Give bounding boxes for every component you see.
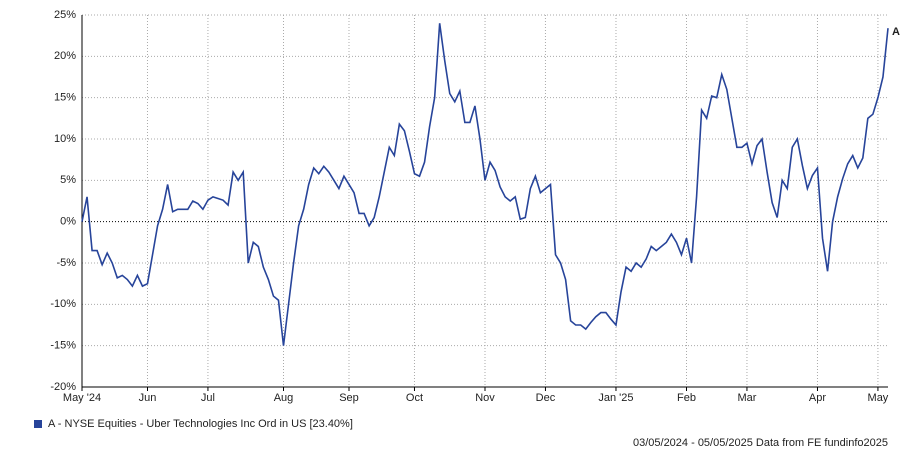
legend-label: A - NYSE Equities - Uber Technologies In… xyxy=(48,418,353,430)
y-tick-label: 5% xyxy=(60,174,76,186)
end-label: A xyxy=(892,26,900,38)
x-tick-label: Jan '25 xyxy=(598,392,633,404)
x-tick-label: May '24 xyxy=(63,392,101,404)
x-tick-label: Nov xyxy=(475,392,495,404)
y-tick-label: 10% xyxy=(54,133,76,145)
footer: 03/05/2024 - 05/05/2025 Data from FE fun… xyxy=(633,437,888,449)
legend-swatch xyxy=(34,420,42,428)
x-tick-label: Feb xyxy=(677,392,696,404)
y-tick-label: -10% xyxy=(50,298,76,310)
line xyxy=(81,23,889,346)
y-tick-label: 25% xyxy=(54,9,76,21)
x-tick-label: May xyxy=(868,392,889,404)
y-tick-label: 0% xyxy=(60,216,76,228)
x-tick-label: Jul xyxy=(201,392,215,404)
y-tick-label: 15% xyxy=(54,92,76,104)
x-tick-label: Aug xyxy=(274,392,294,404)
x-tick-label: Sep xyxy=(339,392,359,404)
y-tick-label: 20% xyxy=(54,50,76,62)
x-tick-label: Mar xyxy=(737,392,756,404)
y-tick-label: -15% xyxy=(50,340,76,352)
x-tick-label: Apr xyxy=(809,392,826,404)
x-tick-label: Dec xyxy=(536,392,556,404)
y-tick-label: -5% xyxy=(56,257,76,269)
y-tick-label: -20% xyxy=(50,381,76,393)
x-tick-label: Oct xyxy=(406,392,423,404)
x-tick-label: Jun xyxy=(139,392,157,404)
